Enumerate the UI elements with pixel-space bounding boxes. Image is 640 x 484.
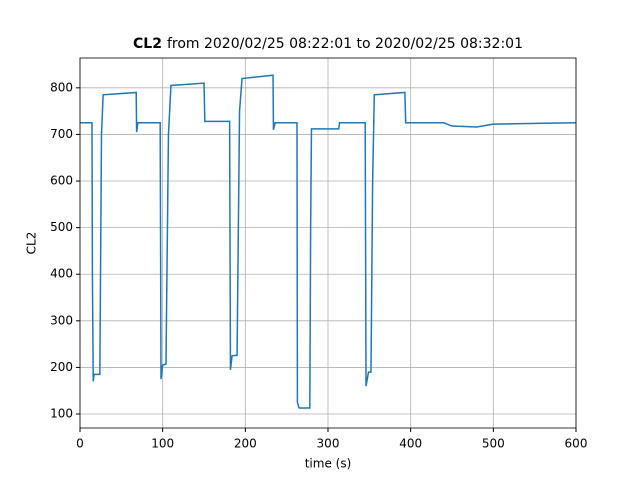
y-tick-label: 400 (50, 267, 73, 281)
x-tick-label: 600 (565, 437, 588, 451)
y-tick-label: 300 (50, 313, 73, 327)
plot-frame (79, 57, 577, 429)
x-tick-label: 0 (76, 437, 84, 451)
chart-title: CL2 from 2020/02/25 08:22:01 to 2020/02/2… (133, 36, 523, 52)
x-tick-label: 100 (151, 437, 174, 451)
y-tick-label: 200 (50, 360, 73, 374)
title-rest: from 2020/02/25 08:22:01 to 2020/02/25 0… (167, 36, 523, 52)
x-tick-label: 200 (234, 437, 257, 451)
x-tick-label: 300 (317, 437, 340, 451)
x-axis-label: time (s) (305, 457, 352, 471)
y-tick-label: 600 (50, 174, 73, 188)
y-tick-label: 800 (50, 80, 73, 94)
title-bold: CL2 (133, 36, 162, 52)
y-tick-label: 100 (50, 407, 73, 421)
y-tick-label: 700 (50, 127, 73, 141)
data-line (80, 74, 577, 409)
y-axis-label: CL2 (25, 232, 39, 255)
x-tick-label: 500 (482, 437, 505, 451)
x-tick-label: 400 (399, 437, 422, 451)
y-tick-label: 500 (50, 220, 73, 234)
